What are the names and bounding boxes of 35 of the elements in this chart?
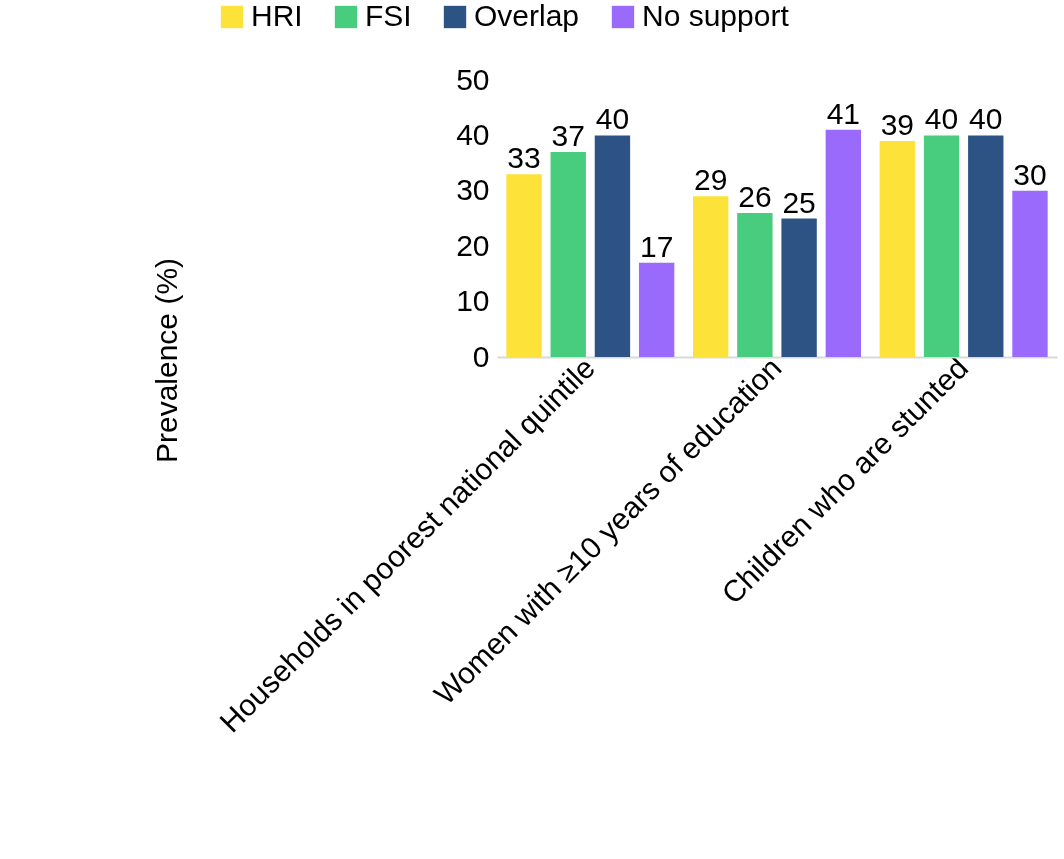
data-label: 37 — [551, 119, 585, 153]
data-label: 25 — [782, 185, 816, 219]
y-tick-label: 20 — [456, 228, 490, 262]
data-label: 39 — [880, 107, 915, 141]
bar — [968, 135, 1004, 357]
data-label: 41 — [826, 96, 860, 130]
legend-label: FSI — [365, 0, 412, 32]
y-axis-title: Prevalence (%) — [149, 257, 183, 464]
bar — [594, 135, 631, 357]
bar — [923, 135, 960, 357]
data-label: 33 — [507, 141, 541, 175]
data-label: 26 — [738, 179, 772, 213]
legend-label: Overlap — [474, 0, 580, 32]
bar — [1012, 190, 1048, 357]
data-label: 30 — [1013, 157, 1047, 191]
data-label: 40 — [969, 102, 1003, 136]
bar — [825, 129, 861, 357]
data-label: 40 — [924, 102, 959, 136]
data-label: 17 — [639, 229, 674, 263]
legend-label: HRI — [251, 0, 303, 32]
legend-label: No support — [642, 0, 790, 32]
bar — [506, 174, 542, 357]
bar — [879, 140, 916, 357]
bar — [638, 262, 675, 357]
y-tick-label: 0 — [472, 339, 490, 373]
bar — [781, 218, 817, 357]
bar — [693, 196, 729, 357]
data-label: 29 — [694, 163, 728, 197]
bar — [737, 212, 773, 357]
y-tick-label: 40 — [456, 117, 490, 151]
y-tick-label: 50 — [456, 62, 490, 96]
data-label: 40 — [595, 102, 630, 136]
bar — [550, 152, 586, 357]
y-tick-label: 10 — [456, 284, 490, 318]
y-tick-label: 30 — [456, 173, 490, 207]
